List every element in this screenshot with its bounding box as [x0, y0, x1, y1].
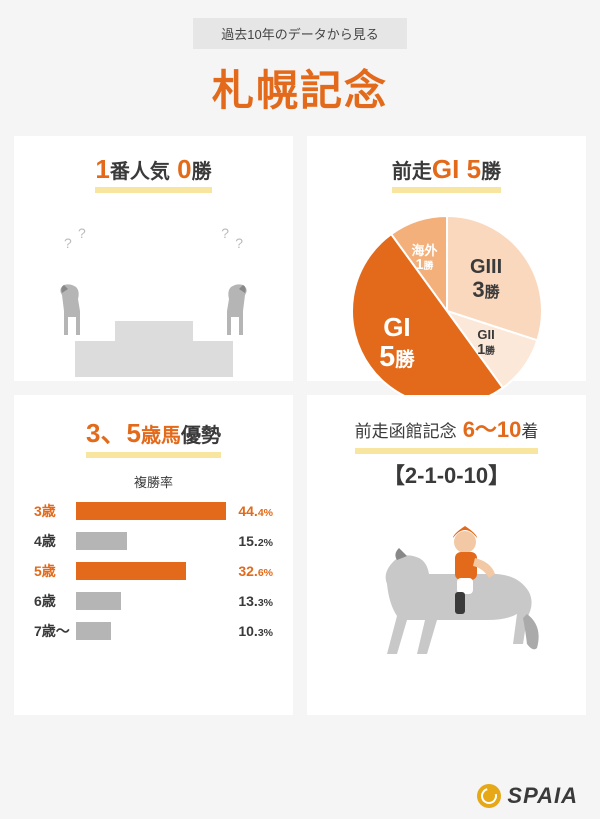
bar-track — [76, 562, 232, 580]
bar-value: 10.3% — [238, 623, 273, 639]
card-age-advantage: 3、5歳馬優勢 複勝率 3歳 44.4% 4歳 15.2% 5歳 32.6% 6歳 13.3%… — [14, 395, 293, 715]
pie-label: 海外1勝 — [411, 244, 437, 274]
card1-num2: 0 — [170, 154, 192, 184]
card3-title: 3、5歳馬優勢 — [86, 413, 221, 458]
bar-track — [76, 502, 232, 520]
bar-age-label: 5歳 — [34, 561, 76, 581]
bar-chart: 3歳 44.4% 4歳 15.2% 5歳 32.6% 6歳 13.3% 7歳～ 10.3% — [28, 501, 279, 641]
card4-line2: 【2-1-0-10】 — [321, 458, 572, 490]
bar-row: 5歳 32.6% — [34, 561, 273, 581]
card-first-favorite: 1番人気 0勝 ? ? ? ? — [14, 136, 293, 381]
card3-accent: 3、5 — [86, 418, 141, 448]
bar-value: 15.2% — [238, 533, 273, 549]
question-icon: ? — [64, 235, 72, 251]
bar-age-label: 7歳～ — [34, 621, 76, 641]
bar-fill — [76, 562, 186, 580]
horse-icon — [207, 281, 257, 341]
card3-mid: 歳馬 — [141, 425, 181, 447]
bar-fill — [76, 502, 226, 520]
bar-row: 6歳 13.3% — [34, 591, 273, 611]
bar-age-label: 3歳 — [34, 501, 76, 521]
card-prev-race-grade: 前走GI 5勝 海外1勝 GIII3勝 GII1勝 GI5勝 — [307, 136, 586, 381]
bar-track — [76, 622, 232, 640]
card2-title: 前走GI 5勝 — [392, 154, 501, 193]
question-icon: ? — [78, 225, 86, 241]
card3-dark: 優勢 — [181, 425, 221, 447]
card4-suffix: 着 — [521, 422, 538, 441]
bar-row: 7歳～ 10.3% — [34, 621, 273, 641]
header: 過去10年のデータから見る 札幌記念 — [14, 18, 586, 118]
pie-chart: 海外1勝 GIII3勝 GII1勝 GI5勝 — [342, 211, 552, 421]
card2-grade: GI — [432, 154, 459, 184]
podium-illustration: ? ? ? ? — [28, 227, 279, 377]
card1-num1: 1 — [95, 154, 109, 184]
card2-winnum: 5 — [459, 154, 481, 184]
bar-fill — [76, 532, 127, 550]
card4-accent: 6～10 — [457, 417, 522, 442]
header-title: 札幌記念 — [14, 57, 586, 118]
pie-label: GIII3勝 — [470, 256, 502, 302]
bar-track — [76, 592, 232, 610]
spaia-logo-text: SPAIA — [507, 783, 578, 809]
card1-title: 1番人気 0勝 — [95, 154, 211, 193]
header-subtitle: 過去10年のデータから見る — [193, 18, 406, 49]
card2-winsuf: 勝 — [481, 161, 501, 183]
jockey-illustration — [321, 504, 572, 684]
podium-icon — [115, 321, 193, 377]
horse-icon — [50, 281, 100, 341]
card-grid: 1番人気 0勝 ? ? ? ? 前走GI 5勝 — [14, 136, 586, 715]
bar-fill — [76, 622, 111, 640]
card-hakodate-kinen: 前走函館記念 6～10着 【2-1-0-10】 — [307, 395, 586, 715]
question-icon: ? — [221, 225, 229, 241]
card3-sublabel: 複勝率 — [28, 472, 279, 491]
card4-line1: 前走函館記念 6～10着 — [355, 413, 539, 454]
bar-age-label: 6歳 — [34, 591, 76, 611]
bar-track — [76, 532, 232, 550]
card1-text2: 勝 — [192, 161, 212, 183]
bar-value: 13.3% — [238, 593, 273, 609]
spaia-logo: SPAIA — [477, 783, 578, 809]
pie-label: GII1勝 — [477, 328, 495, 358]
spaia-logo-icon — [477, 784, 501, 808]
bar-row: 3歳 44.4% — [34, 501, 273, 521]
card4-prefix: 前走函館記念 — [355, 422, 457, 441]
bar-value: 32.6% — [238, 563, 273, 579]
card2-prefix: 前走 — [392, 161, 432, 183]
question-icon: ? — [235, 235, 243, 251]
bar-fill — [76, 592, 121, 610]
bar-row: 4歳 15.2% — [34, 531, 273, 551]
pie-label: GI5勝 — [379, 313, 414, 373]
bar-value: 44.4% — [238, 503, 273, 519]
bar-age-label: 4歳 — [34, 531, 76, 551]
card1-text1: 番人気 — [110, 161, 170, 183]
